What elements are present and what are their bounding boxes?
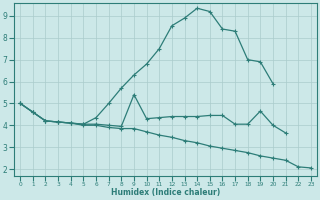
X-axis label: Humidex (Indice chaleur): Humidex (Indice chaleur): [111, 188, 220, 197]
